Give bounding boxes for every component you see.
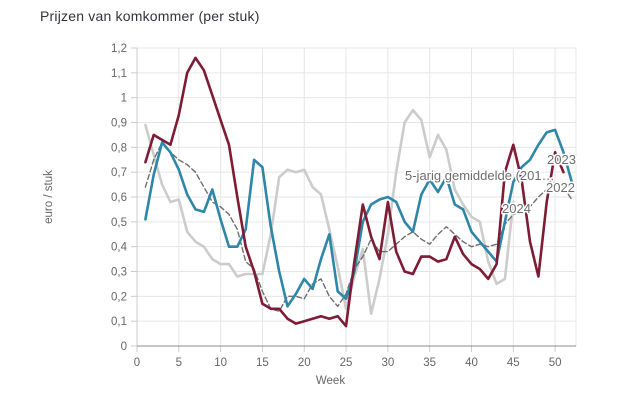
x-tick-label: 50 <box>549 357 562 369</box>
x-tick-label: 20 <box>298 357 311 369</box>
x-tick-label: 35 <box>423 357 436 369</box>
series-line-2022[interactable] <box>144 56 565 328</box>
series-label-2023: 2023 <box>547 152 576 167</box>
y-tick-label: 0,1 <box>111 316 127 328</box>
y-tick-label: 0,8 <box>111 142 127 154</box>
y-axis-title: euro / stuk <box>43 170 55 224</box>
y-tick-label: 0,4 <box>111 242 128 254</box>
x-tick-label: 25 <box>340 357 353 369</box>
x-tick-label: 0 <box>134 357 140 369</box>
series-label-2024: 2024 <box>502 201 531 216</box>
x-tick-label: 45 <box>507 357 520 369</box>
series-label-2022: 2022 <box>546 180 575 195</box>
x-tick-label: 40 <box>465 357 478 369</box>
y-tick-label: 0,7 <box>111 167 127 179</box>
series-line-2024[interactable] <box>144 108 515 316</box>
series-label-5-jarig-gemiddelde: 5-jarig gemiddelde (201… <box>405 168 555 183</box>
y-tick-label: 1 <box>121 93 127 105</box>
y-tick-label: 0,3 <box>111 267 127 279</box>
x-tick-label: 30 <box>381 357 394 369</box>
chart-title: Prijzen van komkommer (per stuk) <box>40 8 260 24</box>
y-tick-label: 0,2 <box>111 291 127 303</box>
y-tick-label: 1,2 <box>111 43 127 55</box>
y-tick-label: 0,6 <box>111 192 127 204</box>
x-tick-label: 5 <box>176 357 182 369</box>
x-tick-label: 10 <box>214 357 227 369</box>
series-line-2023[interactable] <box>144 128 574 308</box>
x-tick-label: 15 <box>256 357 269 369</box>
y-tick-label: 0,9 <box>111 118 127 130</box>
x-axis-title: Week <box>316 375 345 387</box>
y-tick-label: 0,5 <box>111 217 127 229</box>
y-tick-label: 1,1 <box>111 68 127 80</box>
y-tick-label: 0 <box>121 341 127 353</box>
